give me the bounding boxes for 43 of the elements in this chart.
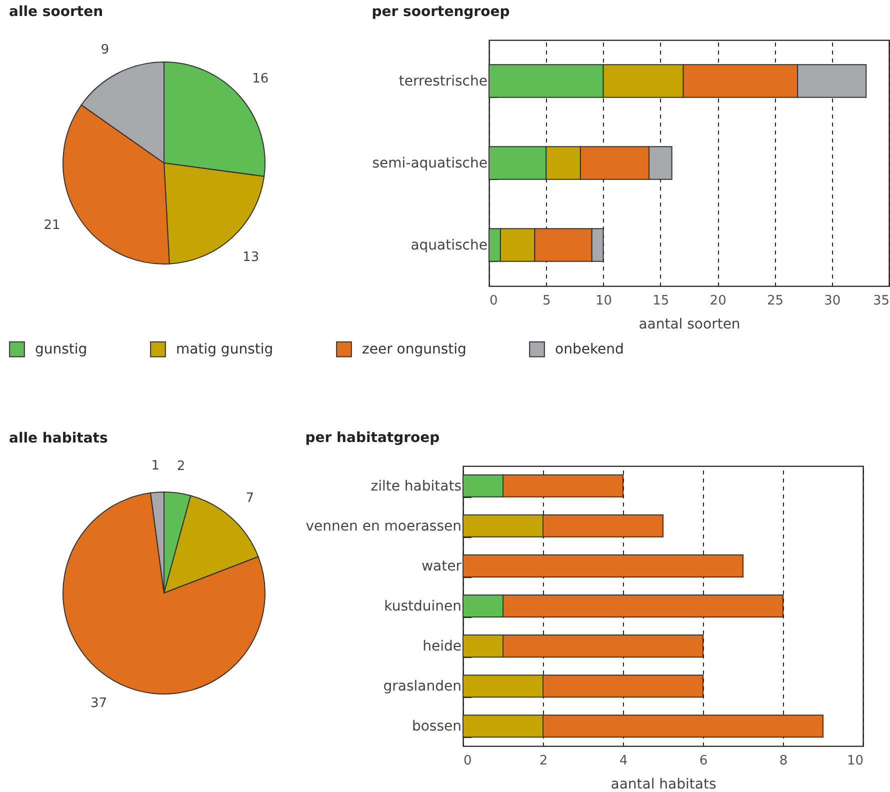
x-tick-label: 0 bbox=[464, 754, 472, 768]
legend-label: onbekend bbox=[555, 341, 624, 358]
y-tick-label: vennen en moerassen bbox=[306, 518, 462, 534]
x-tick-label: 10 bbox=[596, 294, 612, 308]
x-tick-label: 2 bbox=[539, 754, 548, 768]
y-tick-label: aquatische bbox=[410, 238, 488, 254]
x-tick-label: 5 bbox=[542, 294, 551, 308]
x-tick-label: 25 bbox=[766, 294, 784, 308]
chart-title: alle habitats bbox=[9, 430, 108, 446]
x-tick-label: 35 bbox=[872, 294, 890, 308]
y-tick-label: zilte habitats bbox=[370, 478, 462, 494]
data-label: 9 bbox=[100, 42, 110, 58]
y-tick-label: terrestrische bbox=[398, 74, 488, 90]
data-label: 1 bbox=[151, 458, 160, 474]
chart-title: alle soorten bbox=[9, 4, 104, 20]
x-axis-title: aantal soorten bbox=[638, 316, 740, 332]
x-tick-label: 8 bbox=[779, 754, 788, 768]
x-tick-label: 0 bbox=[490, 294, 498, 308]
y-tick-label: graslanden bbox=[383, 678, 462, 695]
data-label: 21 bbox=[44, 218, 60, 234]
x-axis-title: aantal habitats bbox=[610, 776, 716, 792]
y-tick-label: bossen bbox=[412, 718, 462, 735]
legend-label: zeer ongunstig bbox=[362, 341, 466, 358]
legend-label: gunstig bbox=[35, 341, 88, 358]
x-tick-label: 4 bbox=[619, 754, 628, 768]
data-label: 37 bbox=[90, 696, 108, 712]
data-label: 7 bbox=[246, 491, 254, 506]
y-tick-label: water bbox=[422, 558, 462, 574]
y-tick-label: heide bbox=[422, 638, 462, 655]
chart-title: per habitatgroep bbox=[305, 430, 440, 446]
data-label: 16 bbox=[252, 72, 269, 87]
x-tick-label: 20 bbox=[710, 294, 726, 308]
pie-slice bbox=[62, 492, 266, 694]
x-tick-label: 30 bbox=[824, 294, 841, 308]
legend-label: matig gunstig bbox=[176, 341, 274, 358]
x-tick-label: 15 bbox=[652, 294, 670, 308]
data-label: 2 bbox=[176, 459, 186, 474]
data-label: 13 bbox=[242, 250, 260, 266]
y-tick-label: kustduinen bbox=[384, 598, 462, 614]
x-tick-label: 6 bbox=[699, 754, 708, 768]
y-tick-label: semi-aquatische bbox=[372, 156, 488, 172]
chart-title: per soortengroep bbox=[372, 4, 510, 20]
x-tick-label: 10 bbox=[846, 754, 864, 768]
